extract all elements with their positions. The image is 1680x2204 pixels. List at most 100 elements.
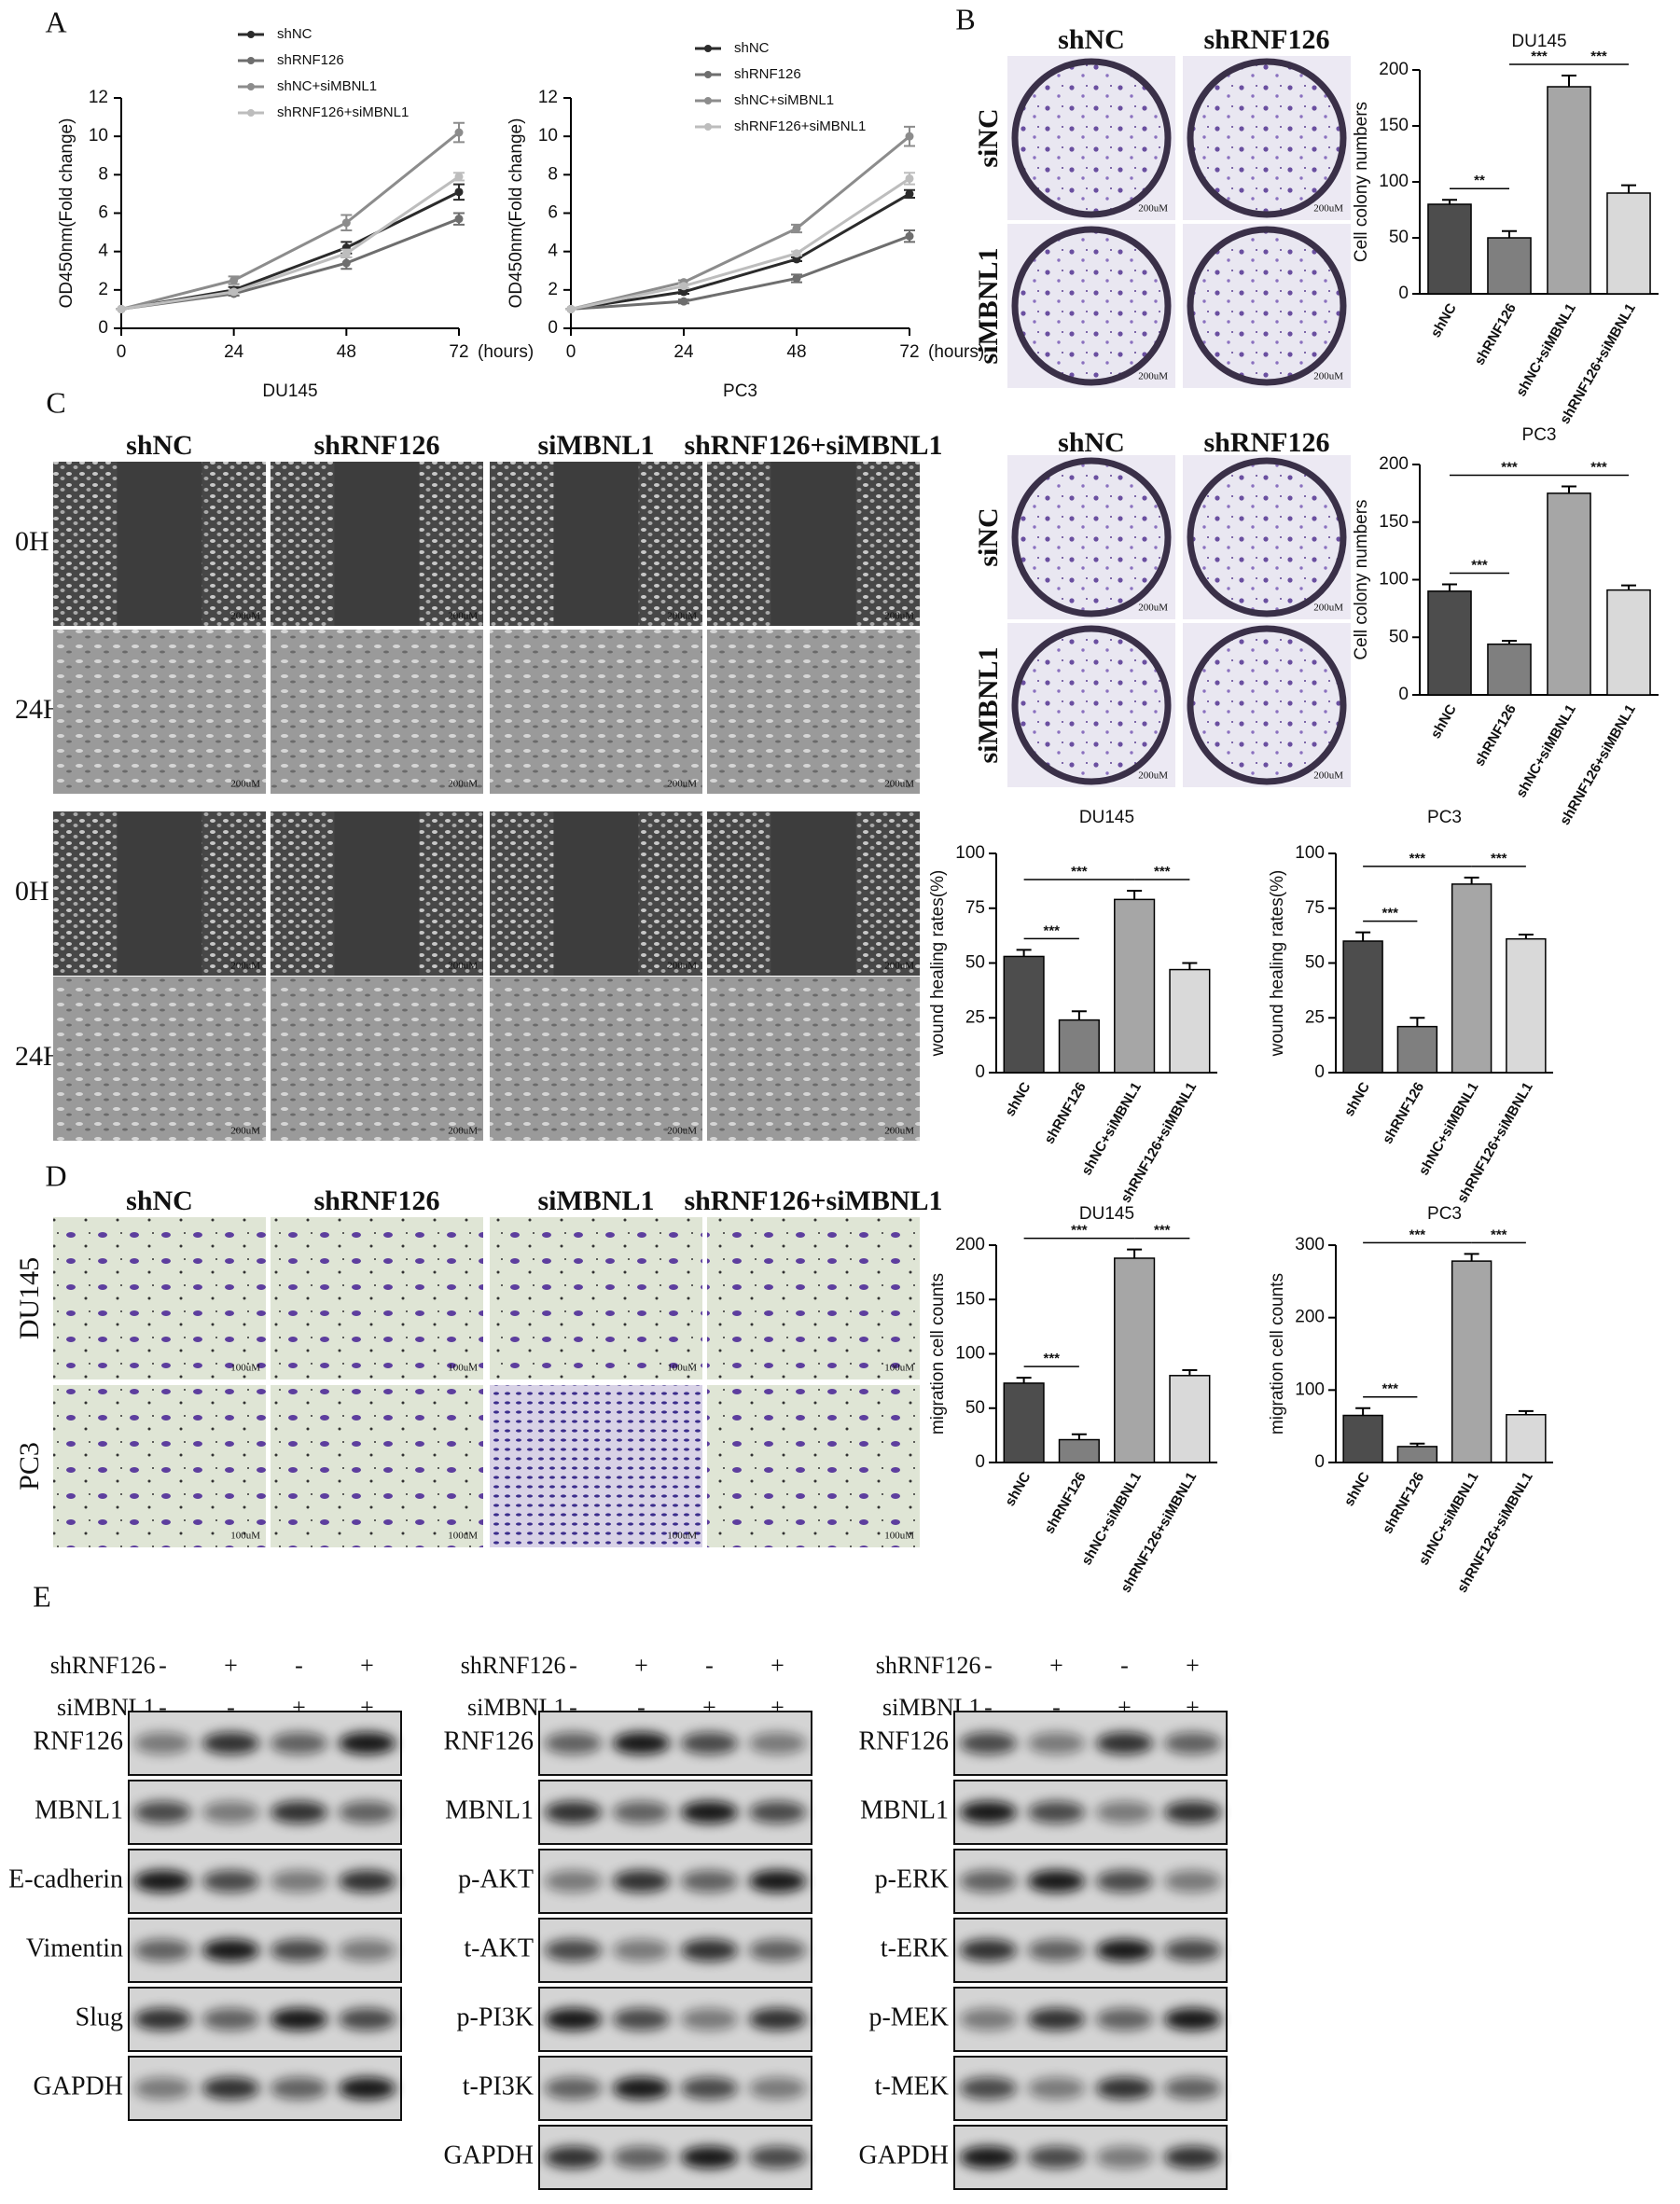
- blot-band: [1163, 2146, 1222, 2169]
- transwell-photo: [490, 1385, 702, 1547]
- protein-label: t-ERK: [881, 1934, 949, 1962]
- blot-band: [133, 2008, 192, 2031]
- significance-label: ***: [1043, 922, 1060, 938]
- plate: [1187, 625, 1347, 785]
- y-tick-label: 50: [1389, 228, 1409, 247]
- bar: [1427, 590, 1472, 696]
- column-header: shNC: [126, 430, 193, 461]
- scale-bar-label: 200uM: [230, 961, 260, 972]
- y-tick-label: 2: [98, 280, 108, 299]
- series-line: [570, 234, 910, 311]
- blot-band: [544, 1732, 603, 1754]
- condition-mark: +: [224, 1652, 238, 1679]
- scale-bar-label: 200uM: [448, 779, 478, 790]
- y-tick-label: 10: [538, 126, 558, 146]
- blot-band: [1027, 1870, 1086, 1892]
- legend-marker: [247, 31, 255, 38]
- y-tick-label: 12: [538, 88, 558, 107]
- blot-band: [1095, 2077, 1154, 2100]
- scale-bar-label: 200uM: [1313, 371, 1343, 382]
- condition-mark: +: [1049, 1652, 1063, 1679]
- scale-bar-label: 200uM: [448, 1126, 478, 1137]
- blot-band: [544, 2008, 603, 2031]
- y-tick-label: 2: [548, 280, 558, 299]
- y-tick-label: 0: [548, 318, 558, 338]
- significance-label: ***: [1409, 1227, 1426, 1242]
- error-bar: [1518, 933, 1534, 939]
- y-axis-title: migration cell counts: [1268, 1273, 1287, 1435]
- y-tick-label: 6: [548, 203, 558, 223]
- x-tick-label: shRNF126: [1471, 701, 1519, 769]
- y-tick-label: 75: [965, 898, 985, 918]
- y-axis-title: wound healing rates(%): [1268, 870, 1287, 1058]
- y-tick-label: 200: [1379, 60, 1409, 79]
- protein-label: Slug: [76, 2003, 123, 2031]
- x-tick-label: shNC+siMBNL1: [1078, 1469, 1145, 1568]
- blot-band: [1027, 2008, 1086, 2031]
- blot-band: [680, 1732, 739, 1754]
- blot-band: [748, 1801, 807, 1823]
- bar: [1547, 86, 1591, 295]
- condition-mark: -: [705, 1652, 714, 1679]
- blot-band: [612, 1870, 671, 1892]
- legend-label: shRNF126+siMBNL1: [277, 104, 409, 120]
- blot-band: [1163, 2008, 1222, 2031]
- y-tick-label: 100: [1379, 172, 1409, 191]
- bar: [1396, 1446, 1438, 1463]
- x-tick-label: 24: [224, 342, 244, 362]
- legend-marker: [704, 97, 712, 104]
- panel-label: D: [45, 1158, 66, 1192]
- y-tick-label: 25: [1305, 1007, 1325, 1027]
- point: [679, 282, 688, 291]
- protein-label: p-PI3K: [457, 2003, 534, 2031]
- y-tick-label: 200: [955, 1235, 985, 1254]
- blot-band: [270, 1801, 328, 1823]
- protein-label: GAPDH: [859, 2141, 949, 2169]
- point: [905, 173, 914, 183]
- x-axis-title: DU145: [262, 381, 317, 401]
- significance-label: ***: [1043, 1351, 1060, 1366]
- significance-label: ***: [1381, 1381, 1398, 1397]
- cell-layer: [271, 462, 335, 626]
- x-tick-label: shRNF126: [1471, 300, 1519, 367]
- bar: [1606, 192, 1651, 295]
- row-header: PC3: [14, 1442, 45, 1490]
- condition-mark: -: [227, 1694, 235, 1721]
- protein-label: p-MEK: [868, 2003, 949, 2031]
- blot-band: [270, 2008, 328, 2031]
- scale-bar-label: 100uM: [667, 1363, 697, 1374]
- y-tick-label: 150: [1379, 116, 1409, 135]
- y-tick-label: 0: [1314, 1452, 1325, 1472]
- plate: [1187, 58, 1347, 218]
- point: [905, 189, 914, 199]
- x-tick-label: shRNF126: [1041, 1079, 1089, 1146]
- condition-mark: -: [1052, 1694, 1061, 1721]
- blot-band: [612, 1732, 671, 1754]
- y-tick-label: 4: [98, 242, 108, 261]
- bar: [1606, 589, 1651, 696]
- error-bar: [1127, 1248, 1143, 1258]
- point: [341, 258, 351, 268]
- legend-label: shNC+siMBNL1: [734, 92, 834, 108]
- protein-label: p-ERK: [875, 1864, 949, 1893]
- y-tick-label: 0: [975, 1452, 985, 1472]
- blot-band: [680, 1870, 739, 1892]
- y-tick-label: 0: [1398, 685, 1409, 704]
- condition-mark: -: [984, 1694, 993, 1721]
- legend-marker: [247, 109, 255, 117]
- scale-bar-label: 200uM: [448, 611, 478, 622]
- scale-bar-label: 100uM: [884, 1531, 914, 1542]
- y-tick-label: 100: [1295, 843, 1325, 863]
- error-bar: [1621, 584, 1636, 590]
- column-header: shNC: [1058, 427, 1125, 458]
- blot-band: [959, 2146, 1018, 2169]
- error-bar: [1071, 1433, 1087, 1440]
- condition-mark: -: [569, 1694, 577, 1721]
- error-bar: [1355, 1407, 1371, 1416]
- blot-band: [748, 1732, 807, 1754]
- blot-band: [1163, 1870, 1222, 1892]
- bar: [1451, 883, 1493, 1074]
- scale-bar-label: 200uM: [1138, 770, 1168, 782]
- wound-photo: [490, 977, 702, 1141]
- x-tick-label: 48: [337, 342, 356, 362]
